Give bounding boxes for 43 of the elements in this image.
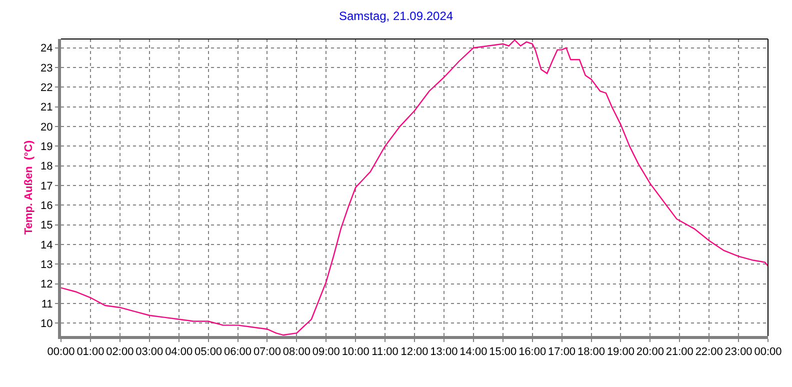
y-axis-title: Temp. Außen (°C) (23, 140, 36, 235)
chart-title: Samstag, 21.09.2024 (338, 9, 454, 24)
x-tick-label: 02:00 (106, 346, 134, 358)
y-tick-label: 22 (40, 82, 53, 94)
x-tick-label: 15:00 (489, 346, 517, 358)
x-tick-label: 00:00 (754, 346, 782, 358)
x-tick-label: 01:00 (76, 346, 104, 358)
x-tick-label: 19:00 (606, 346, 634, 358)
y-tick-label: 17 (40, 180, 53, 192)
y-tick-label: 11 (41, 298, 53, 310)
x-tick-label: 10:00 (342, 346, 370, 358)
y-tick-label: 18 (40, 160, 53, 173)
y-tick-label: 23 (40, 62, 53, 74)
x-tick-label: 21:00 (666, 346, 694, 358)
y-tick-label: 15 (40, 220, 53, 232)
x-tick-label: 08:00 (282, 346, 310, 358)
y-tick-label: 10 (40, 318, 53, 330)
y-tick-label: 20 (40, 121, 53, 134)
x-tick-label: 00:00 (47, 346, 75, 358)
y-tick-label: 16 (40, 200, 53, 212)
y-tick-label: 12 (40, 278, 53, 291)
line-series (61, 39, 768, 336)
x-tick-label: 12:00 (400, 346, 428, 358)
x-tick-label: 03:00 (136, 346, 164, 358)
x-tick-label: 11:00 (372, 346, 398, 358)
y-tick-label: 24 (40, 42, 53, 55)
y-tick-label: 14 (40, 239, 53, 252)
x-tick-label: 13:00 (430, 346, 458, 358)
x-tick-label: 23:00 (724, 346, 752, 358)
x-tick-label: 17:00 (548, 346, 576, 358)
x-tick-label: 22:00 (695, 346, 723, 358)
x-tick-label: 18:00 (577, 346, 606, 358)
x-tick-label: 06:00 (224, 346, 252, 358)
x-tick-label: 09:00 (312, 346, 340, 358)
x-tick-label: 04:00 (165, 346, 193, 358)
y-tick-label: 19 (40, 141, 53, 154)
x-tick-label: 07:00 (253, 346, 281, 358)
x-tick-label: 20:00 (636, 346, 664, 358)
x-tick-label: 05:00 (194, 346, 222, 358)
y-tick-label: 13 (40, 259, 53, 272)
y-tick-label: 21 (40, 102, 53, 114)
x-tick-label: 16:00 (518, 346, 546, 358)
x-tick-label: 14:00 (460, 346, 488, 358)
